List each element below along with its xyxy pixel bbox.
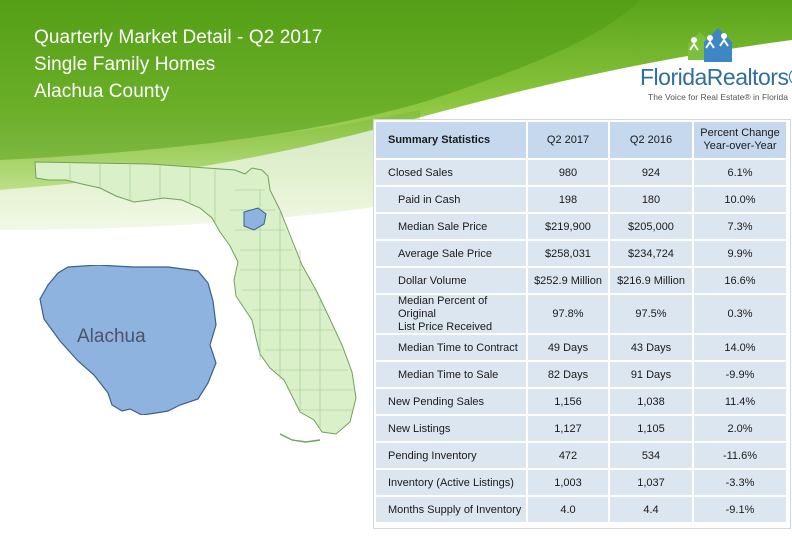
header-percent-change-line1: Percent Change — [700, 127, 780, 139]
row-value-change: 0.3% — [693, 294, 787, 334]
row-label: Median Sale Price — [375, 213, 527, 240]
row-label-line2: List Price Received — [398, 320, 493, 333]
row-value-2016: 1,038 — [609, 388, 693, 415]
row-value-change: 9.9% — [693, 240, 787, 267]
logo-tagline: The Voice for Real Estate® in Florida — [648, 92, 788, 102]
table-row: Average Sale Price $258,031 $234,724 9.9… — [375, 240, 787, 267]
row-value-change: -9.9% — [693, 361, 787, 388]
row-value-2016: 91 Days — [609, 361, 693, 388]
alachua-county-highlight — [243, 207, 267, 231]
header-q2-2017: Q2 2017 — [527, 121, 609, 159]
row-value-2016: 43 Days — [609, 334, 693, 361]
row-label: Average Sale Price — [375, 240, 527, 267]
row-value-2017: 97.8% — [527, 294, 609, 334]
row-value-change: 16.6% — [693, 267, 787, 294]
row-value-2016: 4.4 — [609, 496, 693, 523]
row-value-2017: $252.9 Million — [527, 267, 609, 294]
row-value-2016: $205,000 — [609, 213, 693, 240]
row-value-change: 14.0% — [693, 334, 787, 361]
table-row: New Pending Sales 1,156 1,038 11.4% — [375, 388, 787, 415]
row-value-2016: 97.5% — [609, 294, 693, 334]
row-label: Months Supply of Inventory — [375, 496, 527, 523]
row-value-change: -9.1% — [693, 496, 787, 523]
row-value-2017: 980 — [527, 159, 609, 186]
row-value-2016: 534 — [609, 442, 693, 469]
row-label: Dollar Volume — [375, 267, 527, 294]
row-value-change: 10.0% — [693, 186, 787, 213]
row-value-2016: $234,724 — [609, 240, 693, 267]
table-row: Inventory (Active Listings) 1,003 1,037 … — [375, 469, 787, 496]
florida-map — [34, 161, 357, 443]
row-value-2016: 1,105 — [609, 415, 693, 442]
alachua-county-inset — [39, 265, 217, 415]
row-value-2017: 82 Days — [527, 361, 609, 388]
row-label: New Listings — [375, 415, 527, 442]
title-line-3: Alachua County — [34, 81, 170, 102]
row-value-2017: 198 — [527, 186, 609, 213]
report-title: Quarterly Market Detail - Q2 2017 Single… — [34, 24, 322, 105]
title-line-2: Single Family Homes — [34, 54, 216, 75]
table-row: Median Percent of Original List Price Re… — [375, 294, 787, 334]
row-value-change: 6.1% — [693, 159, 787, 186]
table-row: Closed Sales 980 924 6.1% — [375, 159, 787, 186]
title-line-1: Quarterly Market Detail - Q2 2017 — [34, 27, 323, 48]
row-label: New Pending Sales — [375, 388, 527, 415]
row-value-change: 11.4% — [693, 388, 787, 415]
row-value-2017: $219,900 — [527, 213, 609, 240]
header-q2-2016: Q2 2016 — [609, 121, 693, 159]
table-row: Pending Inventory 472 534 -11.6% — [375, 442, 787, 469]
row-label: Median Time to Sale — [375, 361, 527, 388]
county-label: Alachua — [77, 326, 146, 347]
header-summary-statistics: Summary Statistics — [375, 121, 527, 159]
table-row: Dollar Volume $252.9 Million $216.9 Mill… — [375, 267, 787, 294]
row-label: Inventory (Active Listings) — [375, 469, 527, 496]
row-value-2017: 1,156 — [527, 388, 609, 415]
row-value-2016: 924 — [609, 159, 693, 186]
houses-people-icon — [688, 28, 732, 62]
table-row: Paid in Cash 198 180 10.0% — [375, 186, 787, 213]
header-percent-change-line2: Year-over-Year — [703, 140, 777, 152]
row-value-2017: 49 Days — [527, 334, 609, 361]
florida-realtors-logo: FloridaRealtors® The Voice for Real Esta… — [640, 22, 792, 112]
header-percent-change: Percent Change Year-over-Year — [693, 121, 787, 159]
summary-statistics-table: Summary Statistics Q2 2017 Q2 2016 Perce… — [375, 121, 787, 523]
table-row: New Listings 1,127 1,105 2.0% — [375, 415, 787, 442]
row-value-2017: $258,031 — [527, 240, 609, 267]
row-value-2017: 4.0 — [527, 496, 609, 523]
row-label: Paid in Cash — [375, 186, 527, 213]
row-label-line1: Median Percent of Original — [398, 294, 488, 320]
table-row: Median Sale Price $219,900 $205,000 7.3% — [375, 213, 787, 240]
row-value-change: -11.6% — [693, 442, 787, 469]
table-row: Median Time to Sale 82 Days 91 Days -9.9… — [375, 361, 787, 388]
row-value-2017: 1,003 — [527, 469, 609, 496]
row-value-change: 7.3% — [693, 213, 787, 240]
table-row: Median Time to Contract 49 Days 43 Days … — [375, 334, 787, 361]
row-label: Closed Sales — [375, 159, 527, 186]
row-value-2017: 472 — [527, 442, 609, 469]
row-value-2016: $216.9 Million — [609, 267, 693, 294]
row-value-change: -3.3% — [693, 469, 787, 496]
row-label: Median Time to Contract — [375, 334, 527, 361]
row-value-2017: 1,127 — [527, 415, 609, 442]
row-value-2016: 180 — [609, 186, 693, 213]
logo-name: FloridaRealtors® — [640, 64, 792, 90]
row-value-2016: 1,037 — [609, 469, 693, 496]
row-value-change: 2.0% — [693, 415, 787, 442]
table-row: Months Supply of Inventory 4.0 4.4 -9.1% — [375, 496, 787, 523]
row-label: Median Percent of Original List Price Re… — [375, 294, 527, 334]
row-label: Pending Inventory — [375, 442, 527, 469]
